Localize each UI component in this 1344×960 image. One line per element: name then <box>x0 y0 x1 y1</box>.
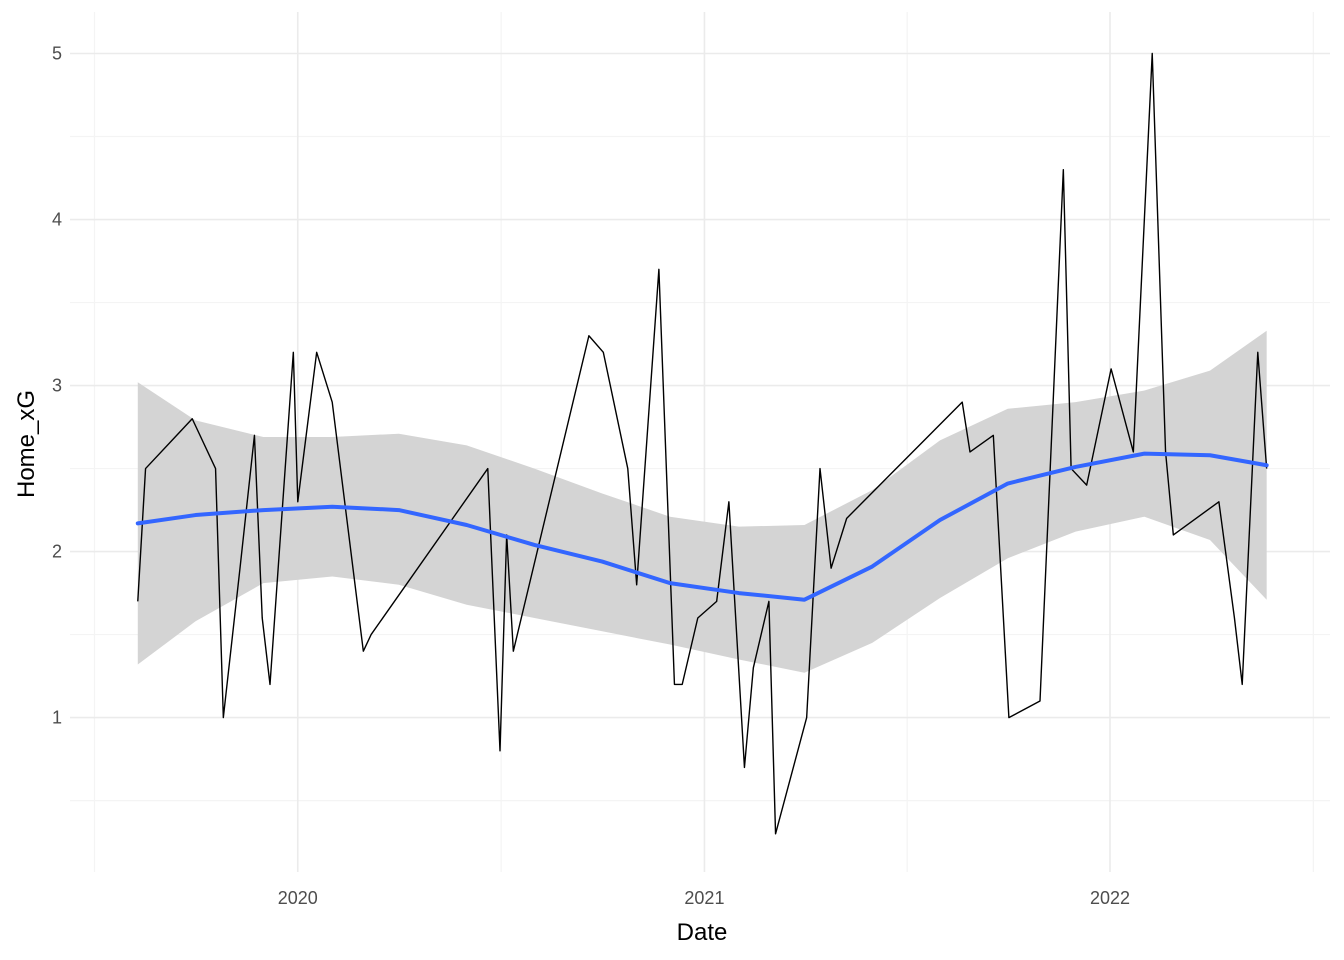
y-tick-label: 1 <box>52 708 62 728</box>
y-tick-labels: 1 2 3 4 5 <box>52 44 62 728</box>
y-axis-title: Home_xG <box>13 390 40 498</box>
confidence-band-layer <box>137 330 1267 673</box>
y-tick-label: 4 <box>52 210 62 230</box>
smooth-line-layer <box>135 451 1269 602</box>
x-tick-label: 2022 <box>1090 888 1130 908</box>
confidence-band <box>137 330 1267 673</box>
x-tick-labels: 2020 2021 2022 <box>278 888 1130 908</box>
y-tick-label: 2 <box>52 542 62 562</box>
smooth-trend-line <box>135 451 1269 602</box>
x-tick-label: 2020 <box>278 888 318 908</box>
y-tick-label: 3 <box>52 376 62 396</box>
x-axis-title: Date <box>677 919 728 946</box>
series-line <box>137 52 1268 835</box>
x-tick-label: 2021 <box>684 888 724 908</box>
data-line-layer <box>137 52 1268 835</box>
y-tick-label: 5 <box>52 44 62 64</box>
